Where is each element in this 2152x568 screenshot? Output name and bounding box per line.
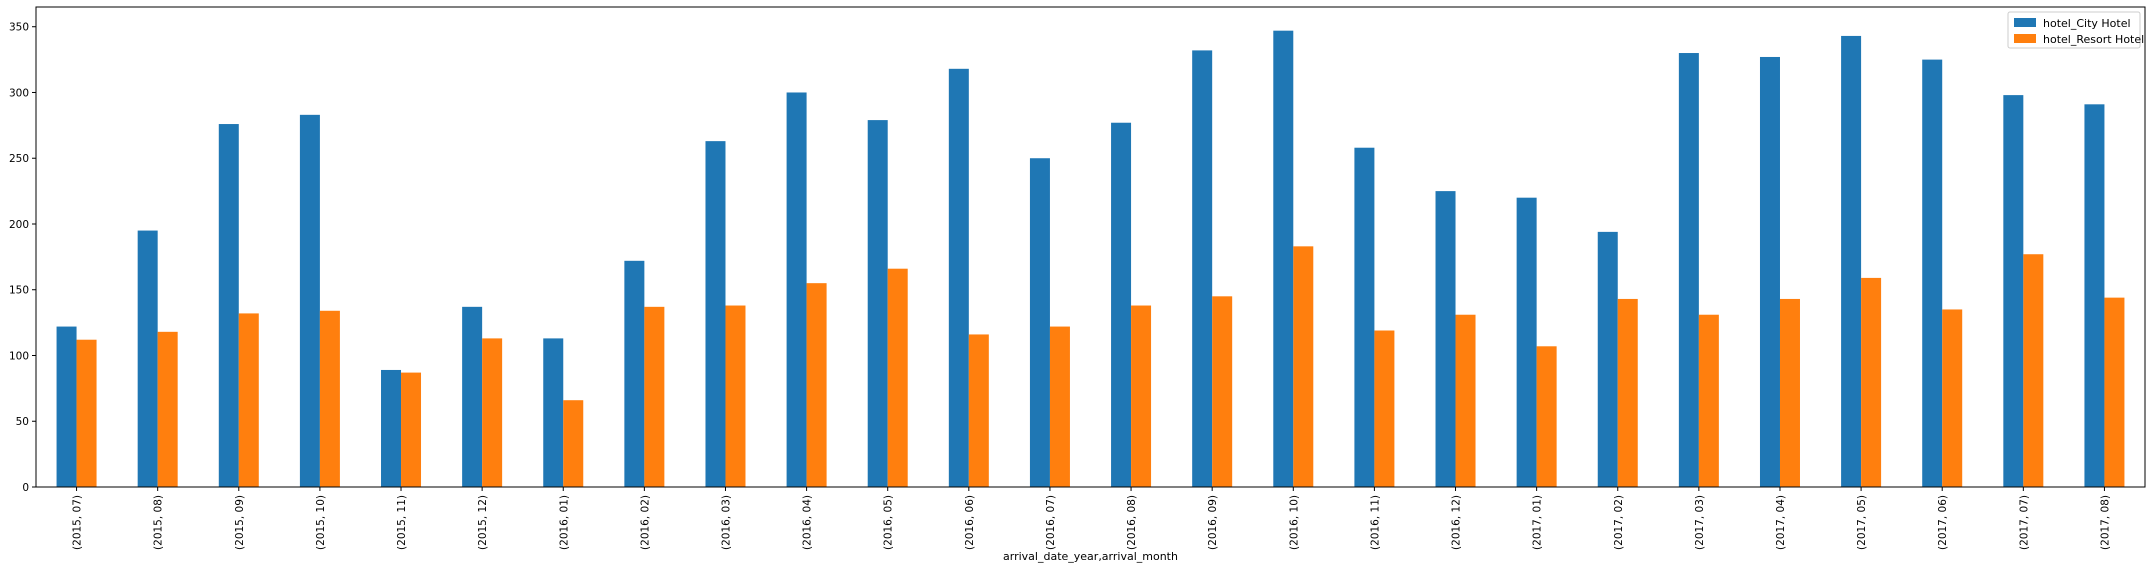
bar-resort-hotel-16 [1374, 330, 1395, 487]
x-tick-label: (2016, 11) [1369, 495, 1381, 550]
x-tick-label: (2017, 03) [1694, 495, 1706, 550]
bar-city-hotel-20 [1678, 53, 1699, 487]
bar-city-hotel-25 [2084, 104, 2105, 488]
x-tick-label: (2016, 06) [964, 495, 976, 550]
bars-group [56, 30, 2125, 488]
bar-city-hotel-19 [1597, 231, 1618, 487]
x-tick-label: (2015, 07) [72, 495, 84, 550]
bar-resort-hotel-24 [2023, 254, 2044, 487]
bar-resort-hotel-18 [1536, 346, 1557, 487]
bar-resort-hotel-15 [1293, 246, 1314, 487]
y-axis: 0 50 100 150 200 250 300 350 [9, 22, 36, 494]
y-tick-label: 350 [9, 22, 29, 34]
x-axis-label: arrival_date_year,arrival_month [1003, 550, 1178, 563]
bar-resort-hotel-19 [1617, 298, 1638, 487]
bar-city-hotel-11 [948, 68, 969, 487]
bar-city-hotel-6 [543, 338, 564, 487]
y-tick-label: 0 [22, 482, 29, 494]
plot-frame [35, 6, 2146, 488]
bar-city-hotel-1 [137, 230, 158, 487]
bar-city-hotel-8 [705, 141, 726, 487]
y-tick-label: 300 [9, 87, 29, 99]
bar-city-hotel-18 [1516, 197, 1537, 487]
y-tick-label: 100 [9, 350, 29, 362]
bar-city-hotel-3 [299, 114, 320, 487]
bar-city-hotel-7 [624, 260, 645, 487]
bar-city-hotel-17 [1435, 191, 1456, 487]
x-tick-label: (2016, 01) [558, 495, 570, 550]
bar-resort-hotel-11 [968, 334, 989, 487]
x-tick-label: (2017, 04) [1775, 495, 1787, 550]
legend-swatch [2014, 34, 2036, 43]
bar-resort-hotel-17 [1455, 314, 1476, 487]
bar-resort-hotel-23 [1942, 309, 1963, 487]
legend-swatch [2014, 18, 2036, 27]
bar-city-hotel-22 [1841, 35, 1862, 487]
legend: hotel_City Hotel hotel_Resort Hotel [2007, 11, 2144, 49]
bar-resort-hotel-10 [887, 268, 908, 487]
x-tick-label: (2016, 07) [1045, 495, 1057, 550]
bar-city-hotel-10 [867, 120, 888, 488]
bar-resort-hotel-6 [563, 400, 584, 487]
x-tick-label: (2015, 10) [315, 495, 327, 550]
bar-city-hotel-9 [786, 92, 807, 487]
bar-resort-hotel-8 [725, 305, 746, 487]
x-tick-label: (2017, 06) [1937, 495, 1949, 550]
bar-resort-hotel-20 [1698, 314, 1719, 487]
x-tick-label: (2016, 12) [1451, 495, 1463, 550]
legend-label: hotel_Resort Hotel [2043, 33, 2144, 46]
y-tick-label: 250 [9, 153, 29, 165]
bar-resort-hotel-21 [1779, 298, 1800, 487]
x-tick-label: (2016, 05) [883, 495, 895, 550]
bar-resort-hotel-5 [482, 338, 503, 487]
bar-city-hotel-2 [218, 124, 239, 487]
bar-resort-hotel-22 [1861, 277, 1882, 487]
x-tick-label: (2017, 05) [1856, 495, 1868, 550]
bar-resort-hotel-7 [644, 306, 665, 487]
bar-city-hotel-4 [381, 369, 402, 487]
legend-label: hotel_City Hotel [2043, 17, 2131, 30]
bar-city-hotel-12 [1029, 158, 1050, 487]
bar-resort-hotel-0 [76, 339, 97, 487]
legend-box [2007, 11, 2141, 49]
x-tick-label: (2017, 01) [1532, 495, 1544, 550]
x-tick-label: (2015, 09) [234, 495, 246, 550]
x-tick-label: (2017, 02) [1613, 495, 1625, 550]
x-tick-label: (2016, 02) [639, 495, 651, 550]
bar-resort-hotel-14 [1212, 296, 1233, 487]
x-tick-label: (2015, 11) [396, 495, 408, 550]
bar-city-hotel-24 [2003, 95, 2024, 487]
bar-resort-hotel-13 [1131, 305, 1152, 487]
x-tick-label: (2016, 10) [1288, 495, 1300, 550]
bar-city-hotel-23 [1922, 59, 1943, 487]
y-tick-label: 150 [9, 285, 29, 297]
x-tick-label: (2016, 03) [720, 495, 732, 550]
bar-city-hotel-15 [1273, 30, 1294, 487]
bar-city-hotel-0 [56, 326, 77, 487]
bar-city-hotel-16 [1354, 147, 1375, 487]
x-tick-label: (2017, 07) [2018, 495, 2030, 550]
bar-resort-hotel-25 [2104, 297, 2125, 487]
x-tick-label: (2016, 08) [1126, 495, 1138, 550]
bar-city-hotel-14 [1192, 50, 1213, 488]
bar-resort-hotel-9 [806, 283, 827, 487]
bar-city-hotel-5 [462, 306, 483, 487]
x-tick-label: (2017, 08) [2099, 495, 2111, 550]
x-tick-label: (2016, 04) [802, 495, 814, 550]
y-tick-label: 50 [16, 416, 29, 428]
x-tick-label: (2016, 09) [1207, 495, 1219, 550]
x-tick-label: (2015, 08) [153, 495, 165, 550]
x-axis: (2015, 07) (2015, 08) (2015, 09) (2015, 10)… [72, 487, 2111, 550]
bar-resort-hotel-3 [319, 310, 340, 487]
bar-resort-hotel-12 [1049, 326, 1070, 487]
x-tick-label: (2015, 12) [477, 495, 489, 550]
bar-city-hotel-21 [1759, 56, 1780, 488]
bar-city-hotel-13 [1111, 122, 1132, 488]
bar-resort-hotel-2 [238, 313, 259, 487]
bar-resort-hotel-1 [157, 331, 178, 487]
bar-resort-hotel-4 [401, 372, 422, 487]
y-tick-label: 200 [9, 219, 29, 231]
